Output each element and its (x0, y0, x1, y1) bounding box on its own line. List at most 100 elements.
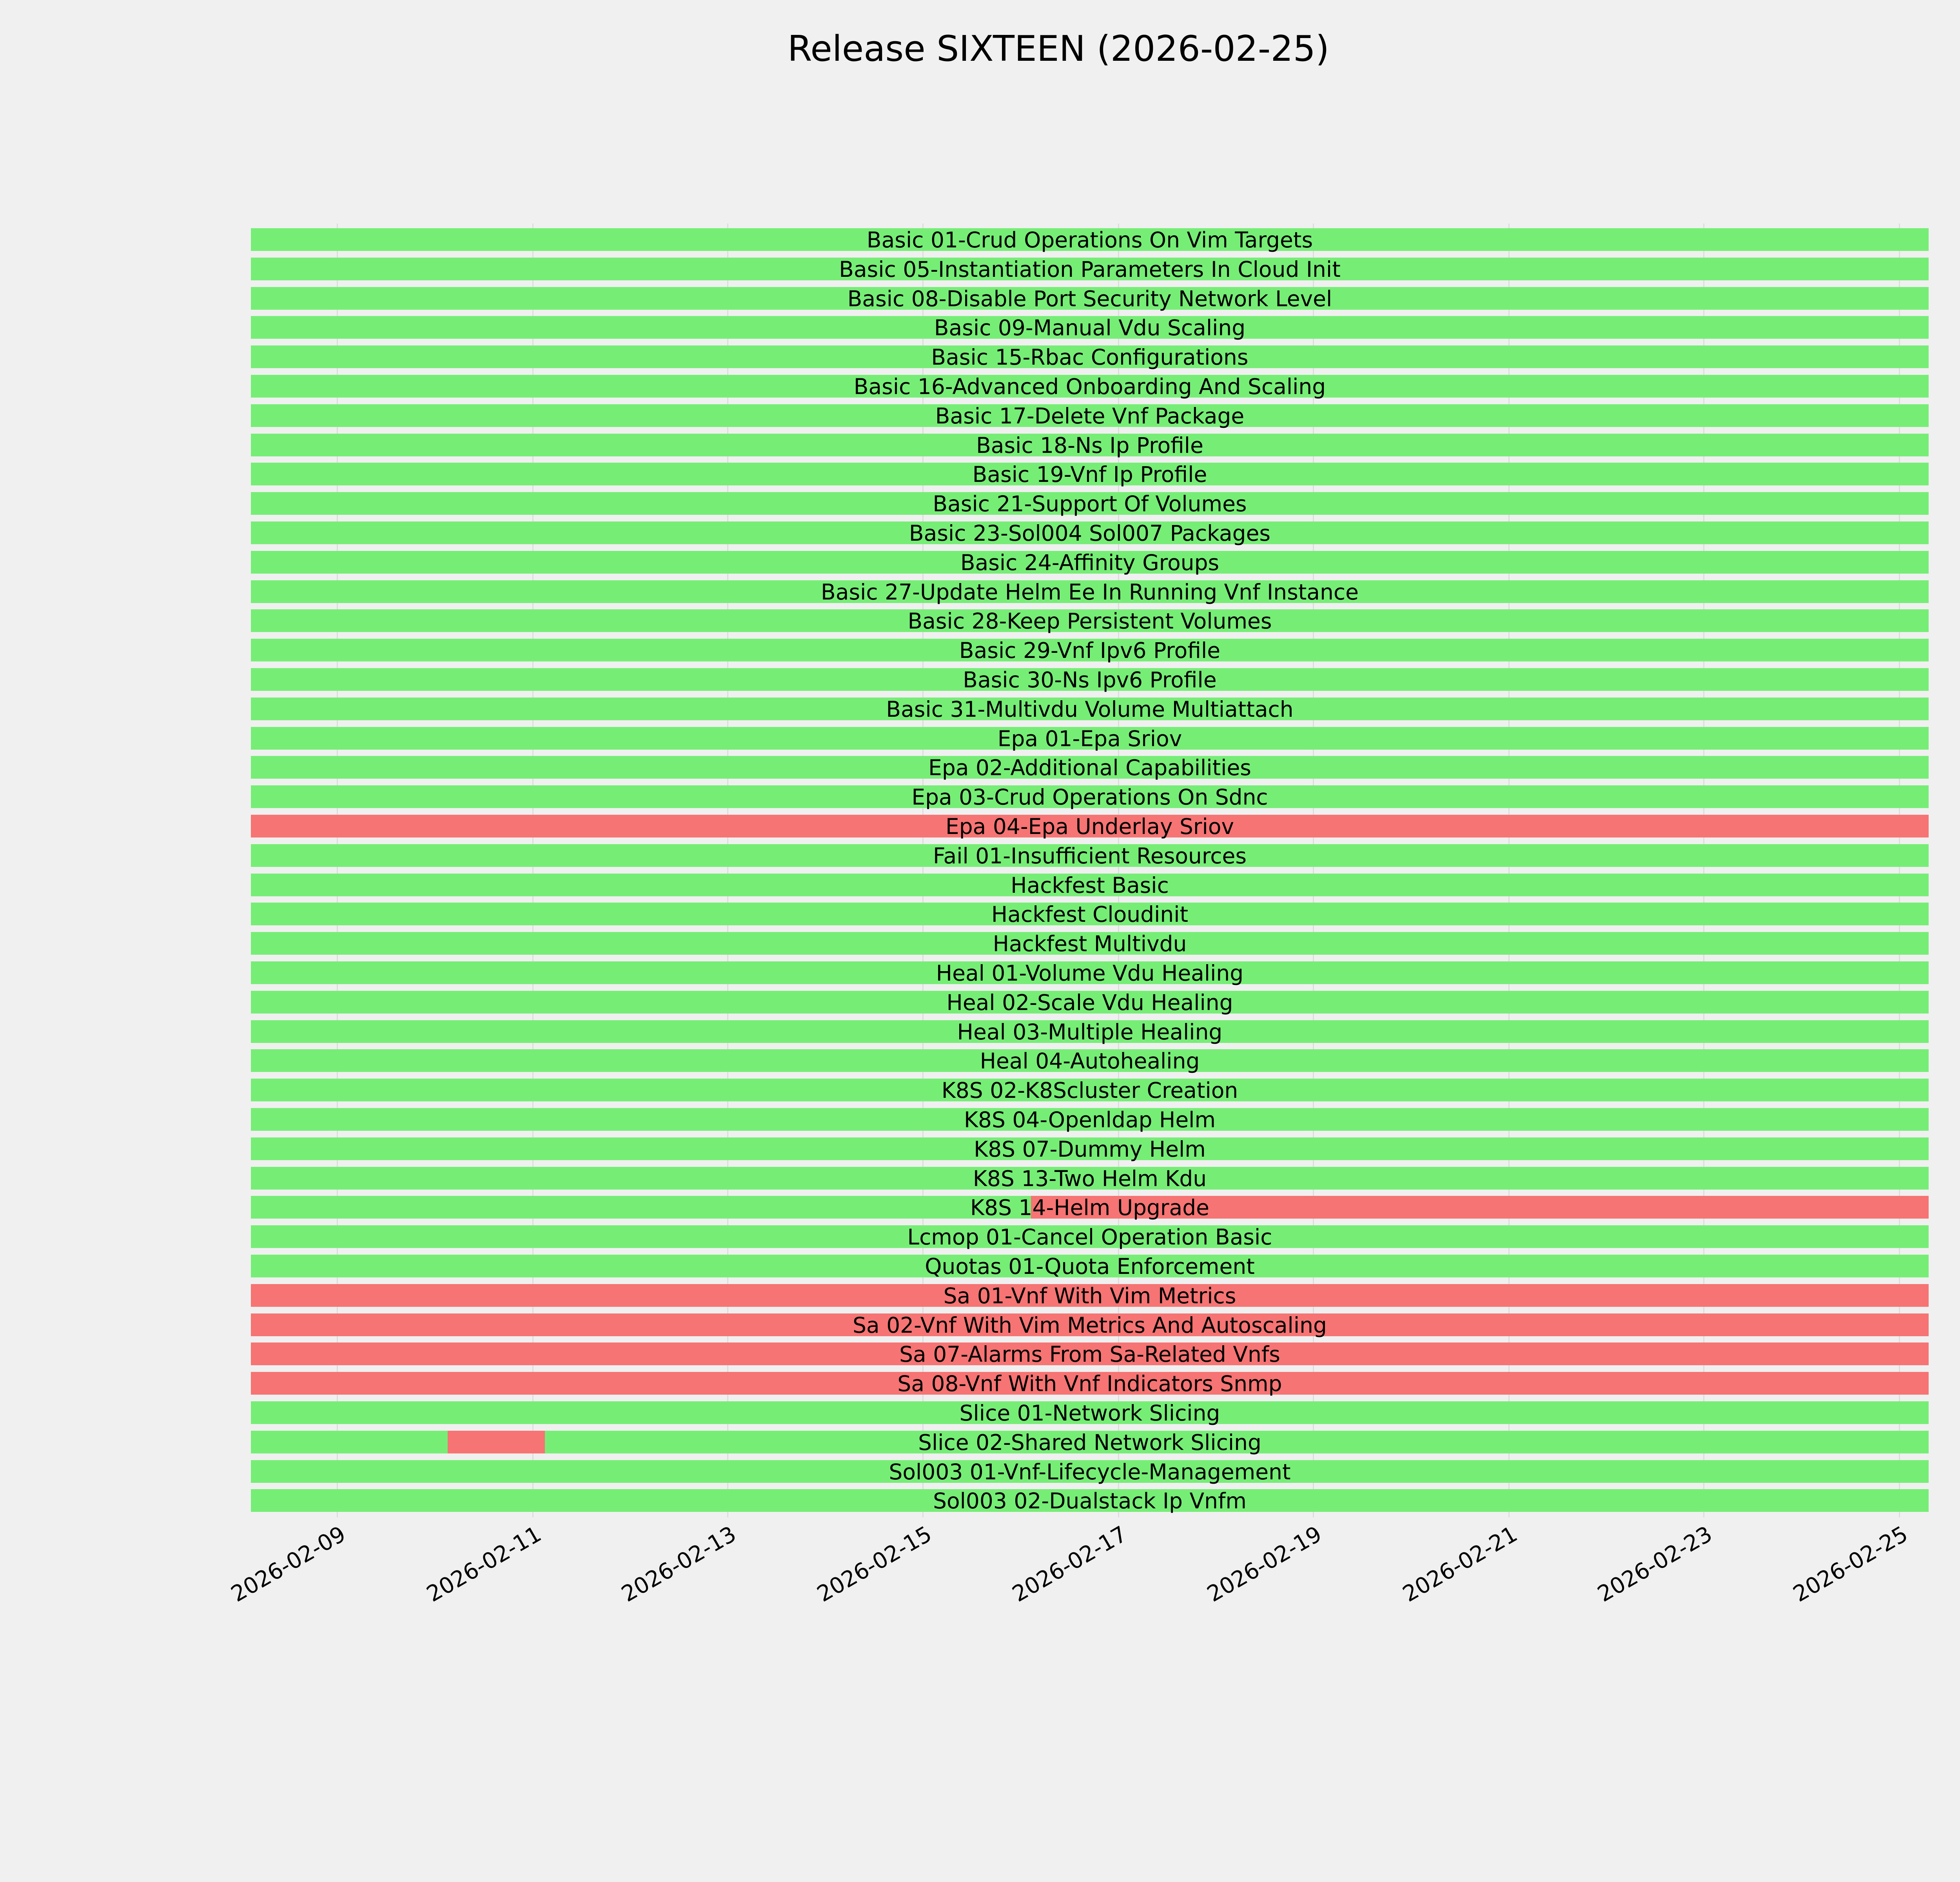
gantt-row: Basic 28-Keep Persistent Volumes (251, 609, 1929, 634)
bar-segment-pass (251, 463, 1929, 486)
row-label: Slice 02-Shared Network Slicing (918, 1430, 1261, 1455)
row-label: Basic 17-Delete Vnf Package (935, 403, 1245, 429)
gantt-row: Hackfest Cloudinit (251, 902, 1929, 927)
bar-segment-pass (251, 1225, 1929, 1248)
gantt-row: Basic 19-Vnf Ip Profile (251, 463, 1929, 486)
row-label: Basic 28-Keep Persistent Volumes (907, 609, 1272, 634)
bar-segment-fail (1031, 1196, 1929, 1219)
gantt-row: K8S 07-Dummy Helm (251, 1137, 1929, 1161)
row-label: Basic 24-Affinity Groups (960, 550, 1220, 575)
bar-segment-pass (251, 756, 1929, 779)
bar-segment-pass (251, 404, 1929, 427)
row-label: Basic 27-Update Helm Ee In Running Vnf I… (821, 579, 1359, 605)
row-label: Basic 15-Rbac Configurations (931, 345, 1249, 370)
row-label: Epa 02-Additional Capabilities (928, 755, 1251, 781)
row-label: Hackfest Cloudinit (991, 902, 1189, 927)
bar-segment-pass (251, 580, 1929, 603)
bar-segment-pass (251, 639, 1929, 662)
gridline (1313, 223, 1314, 1517)
row-label: K8S 14-Helm Upgrade (970, 1195, 1209, 1221)
bar-segment-pass (251, 1166, 1929, 1190)
bar-segment-pass (251, 1108, 1929, 1131)
gridline (922, 223, 924, 1517)
row-label: Quotas 01-Quota Enforcement (925, 1254, 1255, 1279)
bar-segment-pass (251, 1020, 1929, 1043)
x-tick-label: 2026-02-13 (617, 1521, 741, 1608)
bar-segment-pass (251, 1137, 1929, 1160)
bar-segment-fail (251, 1313, 1929, 1336)
row-label: Heal 04-Autohealing (980, 1048, 1200, 1074)
bar-segment-pass (251, 1255, 1929, 1277)
bar-segment-pass (251, 492, 1929, 515)
gantt-row: Slice 02-Shared Network Slicing (251, 1430, 1929, 1455)
row-label: Basic 31-Multivdu Volume Multiattach (886, 696, 1294, 722)
bar-segment-fail (448, 1430, 545, 1453)
gantt-row: Heal 04-Autohealing (251, 1048, 1929, 1074)
gantt-row: Hackfest Basic (251, 873, 1929, 897)
gantt-row: Hackfest Multivdu (251, 932, 1929, 956)
gantt-row: Epa 02-Additional Capabilities (251, 756, 1929, 779)
gantt-row: Basic 09-Manual Vdu Scaling (251, 316, 1929, 340)
bar-segment-pass (251, 316, 1929, 339)
gantt-row: K8S 02-K8Scluster Creation (251, 1079, 1929, 1102)
row-label: Heal 01-Volume Vdu Healing (936, 961, 1244, 986)
bar-segment-pass (251, 844, 1929, 867)
row-label: Basic 18-Ns Ip Profile (976, 432, 1203, 458)
gantt-row: Heal 01-Volume Vdu Healing (251, 961, 1929, 986)
bar-segment-pass (251, 1196, 1031, 1219)
gridline (532, 223, 534, 1517)
gantt-row: Basic 05-Instantiation Parameters In Clo… (251, 257, 1929, 281)
gantt-row: Basic 18-Ns Ip Profile (251, 432, 1929, 458)
gantt-row: Sol003 02-Dualstack Ip Vnfm (251, 1489, 1929, 1513)
gantt-row: Sol003 01-Vnf-Lifecycle-Management (251, 1459, 1929, 1484)
gantt-row: Heal 03-Multiple Healing (251, 1019, 1929, 1045)
bar-segment-pass (251, 433, 1929, 456)
row-label: Epa 01-Epa Sriov (997, 726, 1182, 751)
bar-segment-fail (251, 815, 1929, 837)
gantt-row: K8S 04-Openldap Helm (251, 1108, 1929, 1132)
gantt-row: Basic 15-Rbac Configurations (251, 345, 1929, 370)
gantt-row: Epa 01-Epa Sriov (251, 727, 1929, 750)
row-label: Sa 07-Alarms From Sa-Related Vnfs (899, 1342, 1280, 1367)
bar-segment-pass (251, 697, 1929, 720)
bar-segment-pass (251, 932, 1929, 955)
x-tick-label: 2026-02-11 (422, 1521, 546, 1608)
row-label: Basic 30-Ns Ipv6 Profile (963, 667, 1217, 692)
gantt-row: Basic 08-Disable Port Security Network L… (251, 287, 1929, 311)
gantt-row: Basic 27-Update Helm Ee In Running Vnf I… (251, 579, 1929, 605)
x-tick-label: 2026-02-17 (1008, 1521, 1131, 1608)
gridline (1508, 223, 1510, 1517)
row-label: Sa 01-Vnf With Vim Metrics (943, 1283, 1236, 1308)
gantt-row: Basic 31-Multivdu Volume Multiattach (251, 696, 1929, 722)
grid-layer (251, 223, 1929, 1517)
bar-segment-pass (251, 727, 1929, 750)
chart-title: Release SIXTEEN (2026-02-25) (788, 28, 1329, 69)
gridline (1898, 223, 1900, 1517)
row-label: Heal 03-Multiple Healing (957, 1019, 1223, 1045)
bar-segment-pass (251, 668, 1929, 691)
row-label: Lcmop 01-Cancel Operation Basic (907, 1224, 1272, 1250)
bar-segment-pass (251, 287, 1929, 310)
bar-segment-pass (251, 550, 1929, 574)
row-label: Slice 01-Network Slicing (959, 1401, 1220, 1426)
row-label: Basic 16-Advanced Onboarding And Scaling (853, 374, 1326, 399)
gantt-row: K8S 14-Helm Upgrade (251, 1196, 1929, 1219)
bar-segment-fail (251, 1284, 1929, 1307)
bar-segment-pass (544, 1430, 1929, 1453)
bar-segment-pass (251, 873, 1929, 896)
plot-area: Basic 01-Crud Operations On Vim Targets B… (227, 223, 1929, 1607)
gantt-row: Epa 04-Epa Underlay Sriov (251, 815, 1929, 838)
bar-segment-pass (251, 521, 1929, 544)
bar-segment-pass (251, 1049, 1929, 1072)
x-tick-label: 2026-02-15 (813, 1521, 936, 1608)
bar-segment-pass (251, 1401, 1929, 1424)
bar-segment-pass (251, 785, 1929, 808)
bar-segment-pass (251, 228, 1929, 251)
gantt-row: Basic 01-Crud Operations On Vim Targets (251, 227, 1929, 253)
bar-segment-pass (251, 375, 1929, 398)
bar-segment-pass (251, 1430, 448, 1453)
row-label: Sol003 01-Vnf-Lifecycle-Management (889, 1459, 1291, 1484)
row-label: Basic 01-Crud Operations On Vim Targets (866, 227, 1313, 253)
bar-segment-pass (251, 1489, 1929, 1512)
bar-segment-pass (251, 257, 1929, 280)
